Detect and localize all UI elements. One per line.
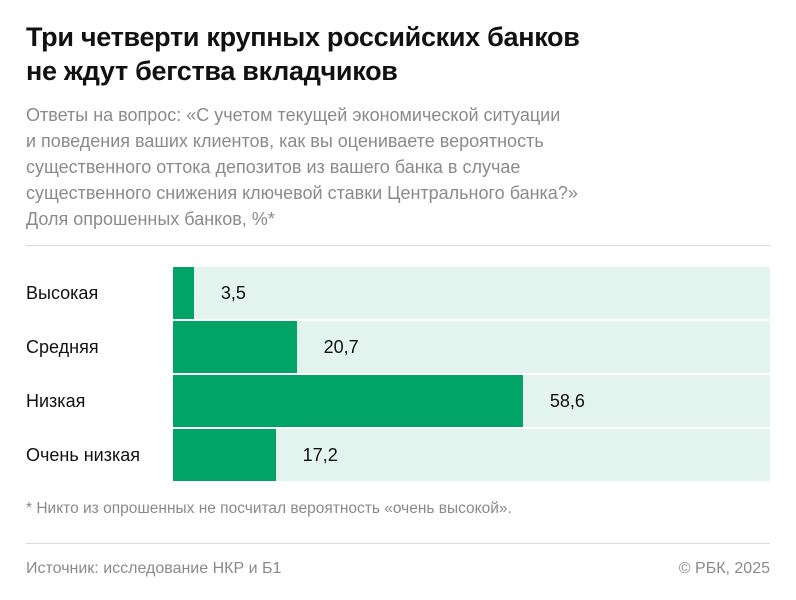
copyright: © РБК, 2025 [678,560,770,577]
footnote: * Никто из опрошенных не посчитал вероят… [26,500,512,517]
subtitle-line: Доля опрошенных банков, %* [26,209,275,229]
title-line: не ждут бегства вкладчиков [26,56,398,86]
chart-subtitle: Ответы на вопрос: «С учетом текущей экон… [26,102,766,232]
data-label: 20,7 [323,337,359,357]
bar [173,321,297,373]
bar [173,267,194,319]
category-label: Низкая [26,391,86,411]
category-label: Средняя [26,337,99,357]
bar-track [173,267,770,319]
data-label: 17,2 [302,445,338,465]
data-label: 58,6 [549,391,585,411]
chart-title: Три четверти крупных российских банков н… [26,20,580,88]
bar [173,375,523,427]
subtitle-line: и поведения ваших клиентов, как вы оцени… [26,131,544,151]
title-line: Три четверти крупных российских банков [26,22,580,52]
category-label: Очень низкая [26,445,140,465]
subtitle-line: существенного снижения ключевой ставки Ц… [26,183,578,203]
source: Источник: исследование НКР и Б1 [26,560,282,577]
data-label: 3,5 [220,283,246,303]
category-label: Высокая [26,283,99,303]
bar [173,429,276,481]
divider [26,543,770,544]
subtitle-line: существенного оттока депозитов из вашего… [26,157,521,177]
divider [26,245,770,246]
subtitle-line: Ответы на вопрос: «С учетом текущей экон… [26,105,561,125]
